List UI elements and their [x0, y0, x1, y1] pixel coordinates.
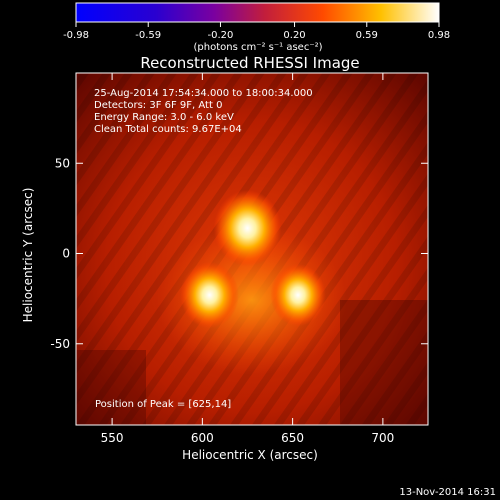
chart-title: Reconstructed RHESSI Image — [140, 54, 359, 72]
emission-source-2 — [180, 261, 239, 329]
info-line-2: Detectors: 3F 6F 9F, Att 0 — [94, 100, 222, 111]
plot-area — [76, 73, 428, 425]
dark-corner-bottom-right — [340, 300, 428, 425]
colorbar-tick-label: -0.20 — [208, 30, 234, 41]
emission-source-3 — [270, 263, 326, 327]
emission-sources — [180, 190, 326, 329]
x-axis-ticks: 550 600 650 700 — [101, 73, 394, 445]
x-tick-label: 550 — [101, 431, 124, 445]
info-line-1: 25-Aug-2014 17:54:34.000 to 18:00:34.000 — [94, 88, 313, 99]
colorbar-tick-label: 0.20 — [283, 30, 305, 41]
plot-frame — [75, 72, 429, 426]
colorbar — [75, 2, 440, 23]
x-axis-label: Heliocentric X (arcsec) — [182, 448, 318, 462]
x-tick-label: 650 — [281, 431, 304, 445]
y-axis-label: Heliocentric Y (arcsec) — [21, 188, 35, 323]
x-tick-label: 700 — [371, 431, 394, 445]
y-axis-ticks: 50 0 -50 — [50, 156, 428, 351]
info-line-3: Energy Range: 3.0 - 6.0 keV — [94, 112, 234, 123]
colorbar-tick-label: -0.59 — [135, 30, 161, 41]
colorbar-tick-label: -0.98 — [63, 30, 89, 41]
y-tick-label: 50 — [55, 156, 70, 170]
info-line-4: Clean Total counts: 9.67E+04 — [94, 124, 242, 135]
y-tick-label: -50 — [50, 337, 70, 351]
x-tick-label: 600 — [191, 431, 214, 445]
colorbar-tick-label: 0.59 — [356, 30, 378, 41]
timestamp: 13-Nov-2014 16:31 — [399, 487, 496, 498]
y-tick-label: 0 — [62, 247, 70, 261]
colorbar-units: (photons cm⁻² s⁻¹ asec⁻²) — [193, 42, 322, 53]
colorbar-tick-label: 0.98 — [428, 30, 450, 41]
emission-source-1 — [213, 190, 282, 267]
colorbar-ticks: -0.98 -0.59 -0.20 0.20 0.59 0.98 — [63, 22, 450, 41]
peak-position-label: Position of Peak = [625,14] — [95, 399, 231, 410]
observation-info: 25-Aug-2014 17:54:34.000 to 18:00:34.000… — [94, 88, 313, 135]
dark-corner-bottom-left — [76, 350, 146, 425]
